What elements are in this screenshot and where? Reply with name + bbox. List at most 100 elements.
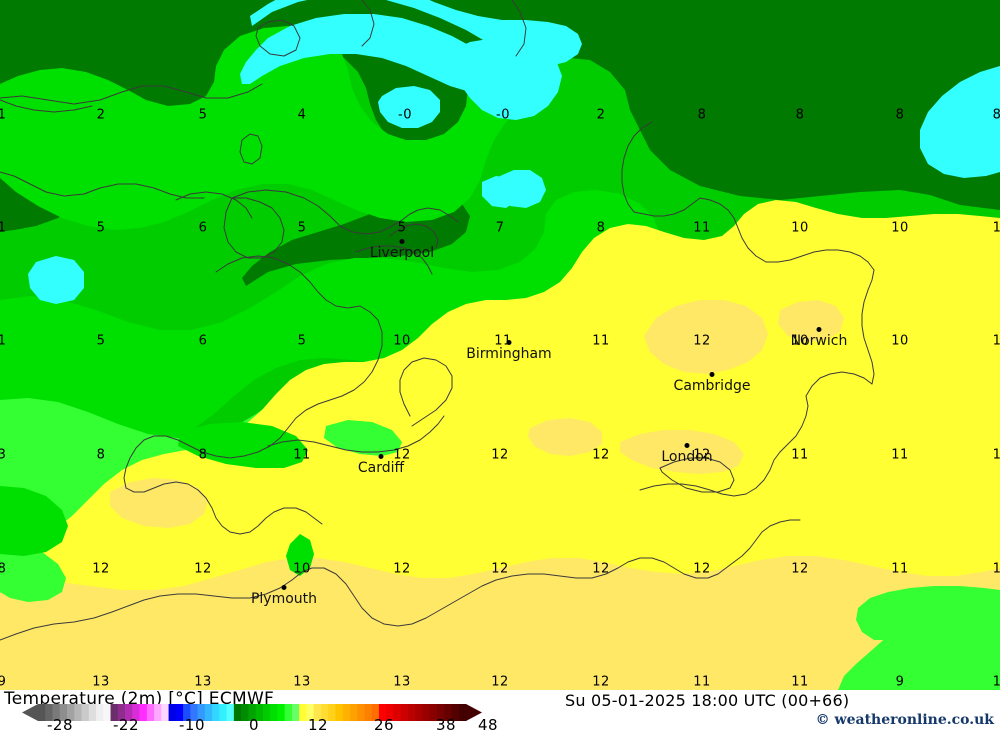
colorbar-swatch — [154, 704, 162, 721]
grid-temperature-value: 11 — [791, 447, 809, 463]
grid-temperature-value: 6 — [198, 333, 208, 349]
grid-temperature-value: 8 — [795, 107, 805, 123]
colorbar-swatch — [103, 704, 111, 721]
grid-temperature-value: 8 — [0, 561, 7, 577]
colorbar-swatch — [132, 704, 140, 721]
city-label: Liverpool — [369, 245, 435, 261]
colorbar-tick-labels: -28 -22 -10 0 12 26 38 48 — [0, 718, 500, 733]
colorbar-right-cap — [466, 704, 482, 721]
colorbar-swatch — [212, 704, 220, 721]
colorbar-swatch — [45, 704, 53, 721]
colorbar-tick-label: -28 — [47, 716, 73, 733]
grid-temperature-value: 1 — [992, 447, 1000, 463]
colorbar-swatch — [328, 704, 336, 721]
colorbar-swatch — [422, 704, 431, 721]
city-label: Cardiff — [357, 460, 405, 476]
colorbar-swatch — [378, 704, 387, 721]
grid-temperature-value: 5 — [297, 333, 307, 349]
colorbar-tick-label: 12 — [307, 716, 329, 733]
grid-temperature-value: 11 — [891, 447, 909, 463]
grid-temperature-value: 12 — [592, 674, 610, 690]
colorbar-tick-label: -10 — [179, 716, 205, 733]
colorbar-swatch — [161, 704, 169, 721]
colorbar-swatch — [284, 704, 293, 721]
temp-band-cyan-north-2 — [240, 14, 508, 94]
temp-band-green-wales-sw — [178, 422, 308, 468]
grid-temperature-value: 2 — [96, 107, 106, 123]
grid-temperature-value: 13 — [194, 674, 212, 690]
colorbar-swatch — [349, 704, 358, 721]
colorbar-swatch — [175, 704, 184, 721]
colorbar-swatch — [364, 704, 373, 721]
grid-temperature-value: 10 — [891, 220, 909, 236]
colorbar-swatch — [81, 704, 90, 721]
grid-temperature-value: 5 — [198, 107, 208, 123]
temp-band-yellow-pale-sw1 — [528, 418, 602, 456]
temp-band-yellow-pale-south — [0, 556, 1000, 690]
city-dot-icon — [506, 340, 512, 345]
grid-temperature-value: 12 — [592, 447, 610, 463]
colorbar-swatch — [110, 704, 119, 721]
grid-temperature-value: 12 — [491, 561, 509, 577]
grid-temperature-value: 11 — [693, 674, 711, 690]
temp-band-yellow-pale-sw2 — [110, 478, 208, 528]
temp-band-yellow-pale-norwich — [804, 312, 836, 338]
city-label: London — [661, 449, 713, 465]
grid-temperature-value: 7 — [495, 220, 505, 236]
grid-temperature-value: 10 — [891, 333, 909, 349]
grid-temperature-value: 11 — [693, 220, 711, 236]
map-canvas — [0, 0, 1000, 690]
grid-temperature-value: 13 — [393, 674, 411, 690]
colorbar-swatch — [306, 704, 315, 721]
grid-temperature-value: 9 — [895, 674, 905, 690]
colorbar-swatch — [320, 704, 329, 721]
temp-band-green-severn — [324, 420, 402, 456]
colorbar-tick-label: 26 — [373, 716, 395, 733]
colorbar-swatch — [96, 704, 104, 721]
temp-band-cyan-north-4 — [448, 38, 562, 120]
colorbar-gradient[interactable] — [22, 704, 482, 721]
grid-temperature-value: 8 — [697, 107, 707, 123]
grid-temperature-value: 1 — [992, 674, 1000, 690]
colorbar-swatch — [393, 704, 402, 721]
colorbar-swatch — [400, 704, 409, 721]
colorbar-swatch — [248, 704, 257, 721]
grid-temperature-value: 12 — [194, 561, 212, 577]
colorbar-swatch — [204, 704, 213, 721]
grid-temperature-value: -0 — [496, 107, 510, 123]
grid-temperature-value: 1 — [992, 561, 1000, 577]
grid-temperature-value: 2 — [596, 107, 606, 123]
colorbar-swatch — [183, 704, 191, 721]
grid-temperature-value: 12 — [693, 561, 711, 577]
colorbar-swatch — [125, 704, 133, 721]
grid-temperature-value: 10 — [293, 561, 311, 577]
temp-band-cyan-north-3 — [378, 86, 440, 128]
colorbar-tick-label: 0 — [248, 716, 260, 733]
colorbar-swatch — [429, 704, 438, 721]
colorbar-swatch — [270, 704, 278, 721]
colorbar-swatch — [233, 704, 242, 721]
coastlines — [0, 0, 875, 641]
colorbar-swatch — [38, 704, 46, 721]
colorbar-swatch — [146, 704, 155, 721]
city-label: Birmingham — [466, 346, 552, 362]
grid-temperature-value: 11 — [592, 333, 610, 349]
grid-temperature-value: 12 — [791, 561, 809, 577]
colorbar-swatch — [88, 704, 97, 721]
colorbar-swatch — [117, 704, 126, 721]
colorbar-container[interactable] — [22, 704, 482, 721]
temp-band-yellow-pale-london — [620, 430, 744, 474]
grid-temperature-value: 5 — [397, 220, 407, 236]
grid-temperature-value: 5 — [297, 220, 307, 236]
colorbar-tick-label: 38 — [435, 716, 457, 733]
grid-temperature-value: 12 — [92, 561, 110, 577]
grid-temperature-value: 9 — [0, 674, 7, 690]
colorbar-tick-label: -22 — [113, 716, 139, 733]
city-label: Norwich — [790, 333, 848, 349]
grid-temperature-value: 5 — [96, 333, 106, 349]
grid-temperature-value: 11 — [293, 447, 311, 463]
colorbar-swatch — [67, 704, 75, 721]
temperature-map[interactable]: 1 2 5 4 -0 -0 2 8 8 8 8 1 5 6 5 5 7 8 11 10 10 1 1 5 6 5 10 11 11 12 1… — [0, 0, 1000, 690]
colorbar-swatch — [357, 704, 365, 721]
colorbar-swatch — [407, 704, 416, 721]
